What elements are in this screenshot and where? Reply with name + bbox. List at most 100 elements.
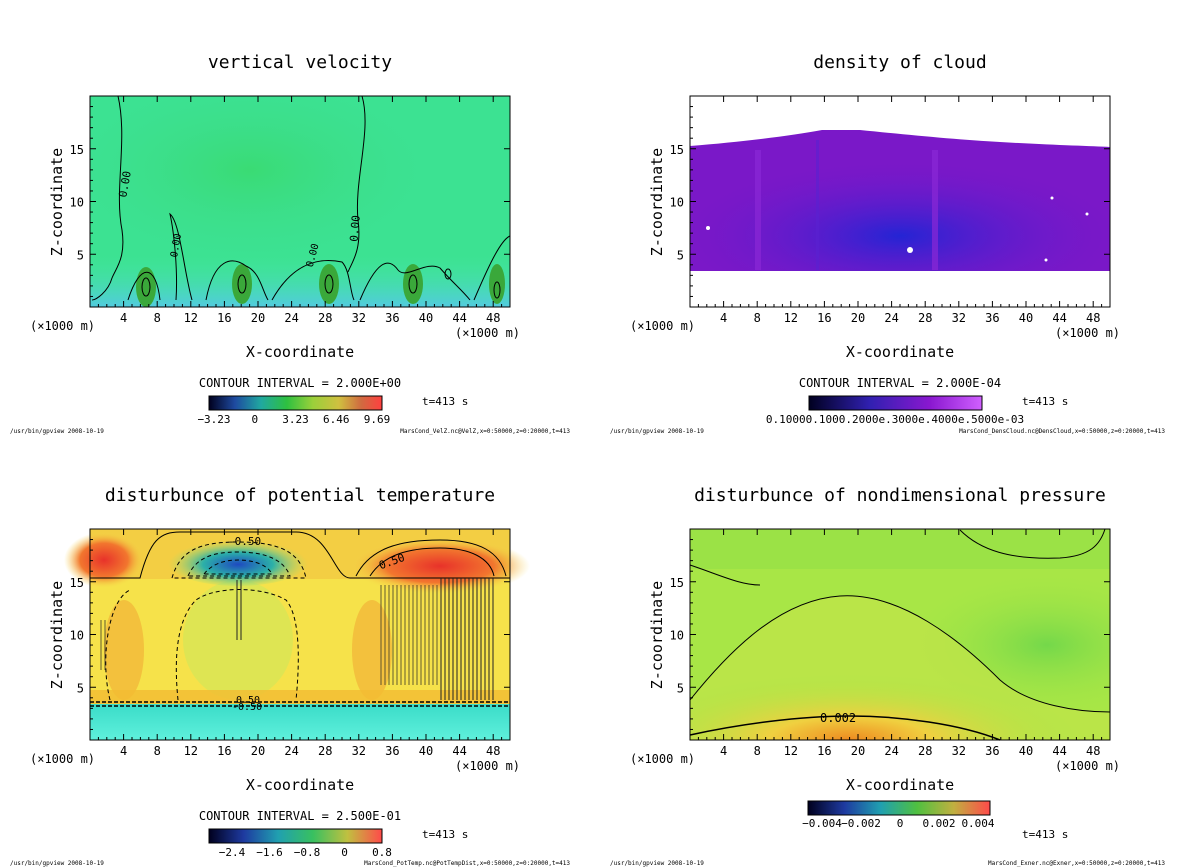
- panel-title: vertical velocity: [208, 52, 392, 73]
- colorbar-tick-labels: 0.10000.1000.2000e.3000e.4000e.5000e-03: [766, 413, 1024, 426]
- colorbar-tick-label: 9.69: [364, 413, 391, 426]
- time-label: t=413 s: [1022, 828, 1068, 841]
- y-axis-label: Z-coordinate: [48, 581, 66, 689]
- x-tick-label: 16: [217, 744, 231, 758]
- y-tick-label: 15: [670, 576, 684, 590]
- y-tick-label: 15: [670, 143, 684, 157]
- field-nondimensional-pressure: 0.002: [689, 528, 1111, 741]
- colorbar-tick-label: 0.002: [922, 817, 955, 830]
- x-tick-label: 20: [251, 744, 265, 758]
- y-tick-label: 15: [70, 143, 84, 157]
- panel-title: disturbunce of nondimensional pressure: [694, 485, 1106, 506]
- x-axis-label: X-coordinate: [246, 343, 354, 361]
- x-unit-right: (×1000 m): [455, 759, 520, 773]
- footer-left: /usr/bin/gpview 2008-10-19: [610, 860, 704, 867]
- x-tick-label: 24: [284, 744, 298, 758]
- x-tick-label: 28: [918, 311, 932, 325]
- colorbar: [807, 800, 991, 816]
- x-tick-label: 24: [284, 311, 298, 325]
- x-tick-label: 32: [952, 744, 966, 758]
- colorbar-tick-label: 0: [251, 413, 258, 426]
- y-tick-label: 5: [677, 681, 684, 695]
- colorbar: [808, 395, 983, 411]
- colorbar-tick-label: 6.46: [323, 413, 350, 426]
- panel-density-of-cloud: density of cloud 4 8 12 16 20 24 28 32 36 40 44 485…: [610, 52, 1165, 435]
- x-tick-label: 28: [318, 744, 332, 758]
- x-tick-label: 44: [452, 744, 466, 758]
- x-tick-label: 40: [419, 311, 433, 325]
- time-label: t=413 s: [422, 395, 468, 408]
- colorbar-tick-label: 0: [341, 846, 348, 859]
- x-tick-label: 16: [817, 744, 831, 758]
- contour-interval: CONTOUR INTERVAL = 2.000E+00: [199, 376, 401, 390]
- footer-right: MarsCond_DensCloud.nc@DensCloud,x=0:5000…: [959, 428, 1165, 435]
- panel-potential-temperature: disturbunce of potential temperature: [10, 485, 570, 867]
- x-tick-label: 20: [851, 744, 865, 758]
- x-tick-label: 32: [352, 744, 366, 758]
- colorbar-tick-label: 3.23: [282, 413, 309, 426]
- x-tick-label: 48: [486, 311, 500, 325]
- panel-title: disturbunce of potential temperature: [105, 485, 495, 506]
- x-tick-label: 8: [154, 311, 161, 325]
- y-tick-label: 10: [670, 196, 684, 210]
- contour-label: -0.50: [232, 702, 262, 713]
- footer-right: MarsCond_VelZ.nc@VelZ,x=0:50000,z=0:2000…: [400, 428, 570, 435]
- y-axis-label: Z-coordinate: [648, 581, 666, 689]
- x-tick-label: 16: [217, 311, 231, 325]
- x-tick-label: 44: [1052, 744, 1066, 758]
- y-tick-label: 5: [77, 248, 84, 262]
- field-potential-temperature: -0.50 0.50 -0.50 0.50: [64, 529, 530, 740]
- x-tick-label: 12: [784, 744, 798, 758]
- panel-title: density of cloud: [813, 52, 986, 73]
- y-tick-label: 10: [70, 196, 84, 210]
- x-tick-label: 36: [385, 744, 399, 758]
- x-tick-label: 36: [385, 311, 399, 325]
- x-unit-right: (×1000 m): [1055, 759, 1120, 773]
- y-tick-label: 5: [677, 248, 684, 262]
- contour-interval: CONTOUR INTERVAL = 2.500E-01: [199, 809, 401, 823]
- x-unit-right: (×1000 m): [1055, 326, 1120, 340]
- x-axis-label: X-coordinate: [246, 776, 354, 794]
- colorbar-tick-label: −0.8: [294, 846, 321, 859]
- footer-left: /usr/bin/gpview 2008-10-19: [10, 860, 104, 867]
- colorbar-tick-label: 0.8: [372, 846, 392, 859]
- colorbar-tick-label: −1.6: [256, 846, 283, 859]
- y-axis-label: Z-coordinate: [648, 148, 666, 256]
- x-tick-label: 4: [720, 744, 727, 758]
- contour-label: 0.00: [348, 215, 363, 243]
- field-density-of-cloud: [690, 96, 1110, 307]
- colorbar-tick-label: 0: [897, 817, 904, 830]
- x-axis-label: X-coordinate: [846, 343, 954, 361]
- x-axis-label: X-coordinate: [846, 776, 954, 794]
- x-unit-left: (×1000 m): [30, 752, 95, 766]
- colorbar: [208, 395, 383, 411]
- x-tick-label: 24: [884, 744, 898, 758]
- x-tick-label: 36: [985, 744, 999, 758]
- x-tick-label: 32: [952, 311, 966, 325]
- y-tick-label: 15: [70, 576, 84, 590]
- x-tick-label: 20: [251, 311, 265, 325]
- x-tick-label: 44: [452, 311, 466, 325]
- colorbar-tick-label: −2.4: [219, 846, 246, 859]
- field-vertical-velocity: 0.00 0.00 0.00 0.00: [90, 95, 511, 307]
- x-tick-label: 12: [184, 744, 198, 758]
- x-tick-label: 12: [184, 311, 198, 325]
- x-tick-label: 40: [419, 744, 433, 758]
- x-unit-left: (×1000 m): [630, 752, 695, 766]
- x-tick-label: 48: [1086, 744, 1100, 758]
- colorbar-tick-label: 0.004: [961, 817, 994, 830]
- y-tick-label: 5: [77, 681, 84, 695]
- contour-interval: CONTOUR INTERVAL = 2.000E-04: [799, 376, 1001, 390]
- contour-label: 0.00: [116, 170, 133, 198]
- contour-label: 0.50: [236, 695, 260, 706]
- x-tick-label: 8: [754, 311, 761, 325]
- contour-label: 0.00: [169, 233, 184, 259]
- y-tick-label: 10: [670, 629, 684, 643]
- x-tick-label: 28: [918, 744, 932, 758]
- x-tick-label: 32: [352, 311, 366, 325]
- x-unit-left: (×1000 m): [30, 319, 95, 333]
- footer-right: MarsCond_PotTemp.nc@PotTempDist,x=0:5000…: [364, 860, 570, 867]
- x-tick-label: 8: [154, 744, 161, 758]
- x-tick-label: 40: [1019, 744, 1033, 758]
